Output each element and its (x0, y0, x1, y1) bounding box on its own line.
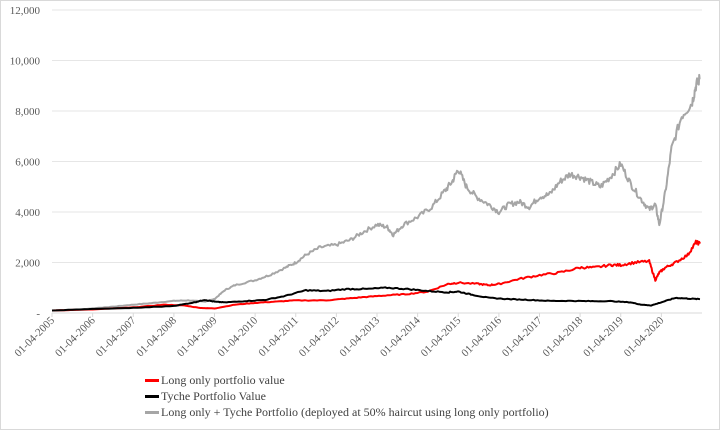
x-tick-label: 01-04-2006 (53, 314, 98, 359)
series-line-long-only (51, 239, 701, 312)
x-tick-label: 01-04-2010 (215, 314, 260, 359)
x-tick-label: 01-04-2005 (12, 314, 57, 359)
series-line-tyche (51, 286, 701, 312)
x-tick-label: 01-04-2020 (622, 314, 667, 359)
x-tick-label: 01-04-2009 (175, 314, 220, 359)
x-tick-label: 01-04-2014 (378, 314, 423, 359)
legend-item-tyche: Tyche Portfolio Value (145, 388, 549, 404)
legend-label: Long only portfolio value (161, 373, 285, 387)
series-lines (51, 73, 701, 312)
legend-label: Tyche Portfolio Value (161, 389, 266, 403)
x-tick-label: 01-04-2019 (581, 314, 626, 359)
y-tick-label: 2,000 (15, 258, 40, 270)
x-tick-label: 01-04-2012 (297, 315, 342, 360)
x-tick-label: 01-04-2011 (256, 315, 300, 359)
y-tick-label: 10,000 (10, 56, 41, 68)
legend-swatch-red (145, 378, 159, 382)
legend-swatch-gray (145, 410, 159, 414)
y-tick-label: 6,000 (15, 157, 40, 169)
legend: Long only portfolio value Tyche Portfoli… (145, 372, 549, 420)
x-axis-ticks: 01-04-200501-04-200601-04-200701-04-2008… (12, 313, 667, 359)
gridlines (52, 9, 702, 263)
x-tick-label: 01-04-2017 (500, 314, 545, 359)
x-tick-label: 01-04-2018 (540, 314, 585, 359)
x-tick-label: 01-04-2013 (337, 314, 382, 359)
x-tick-label: 01-04-2016 (459, 314, 504, 359)
x-tick-label: 01-04-2015 (419, 314, 464, 359)
legend-item-combined: Long only + Tyche Portfolio (deployed at… (145, 404, 549, 420)
y-tick-label: 12,000 (10, 5, 41, 17)
y-tick-label: 8,000 (15, 106, 40, 118)
legend-item-long-only: Long only portfolio value (145, 372, 549, 388)
x-tick-label: 01-04-2008 (134, 314, 179, 359)
legend-label: Long only + Tyche Portfolio (deployed at… (161, 405, 549, 419)
y-tick-label: 4,000 (15, 207, 40, 219)
legend-swatch-black (145, 394, 159, 398)
x-tick-label: 01-04-2007 (94, 314, 139, 359)
series-line-combined (51, 73, 701, 312)
y-axis-ticks: - 2,000 4,000 6,000 8,000 10,000 12,000 (10, 5, 41, 320)
y-tick-label: - (36, 308, 40, 320)
